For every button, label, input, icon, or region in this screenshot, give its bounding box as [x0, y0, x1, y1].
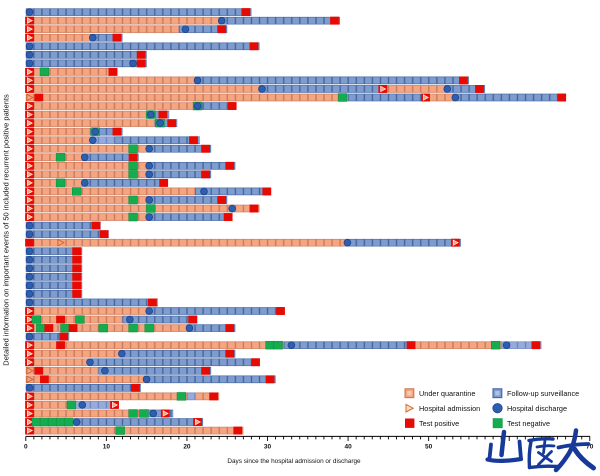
svg-text:Follow-up surveillance: Follow-up surveillance [507, 389, 579, 398]
svg-text:0: 0 [24, 443, 28, 450]
svg-text:30: 30 [264, 443, 272, 450]
svg-text:Test negative: Test negative [507, 419, 550, 428]
svg-text:50: 50 [425, 443, 433, 450]
svg-text:10: 10 [103, 443, 111, 450]
svg-text:Hospital discharge: Hospital discharge [507, 404, 567, 413]
svg-text:Detailed information on import: Detailed information on important events… [2, 94, 11, 366]
svg-text:Test positive: Test positive [419, 419, 459, 428]
svg-text:40: 40 [344, 443, 352, 450]
svg-text:70: 70 [586, 443, 594, 450]
svg-text:Under quarantine: Under quarantine [419, 389, 475, 398]
svg-text:20: 20 [183, 443, 191, 450]
svg-text:Days since the hospital admiss: Days since the hospital admission or dis… [227, 458, 361, 465]
svg-text:Hospital admission: Hospital admission [419, 404, 480, 413]
